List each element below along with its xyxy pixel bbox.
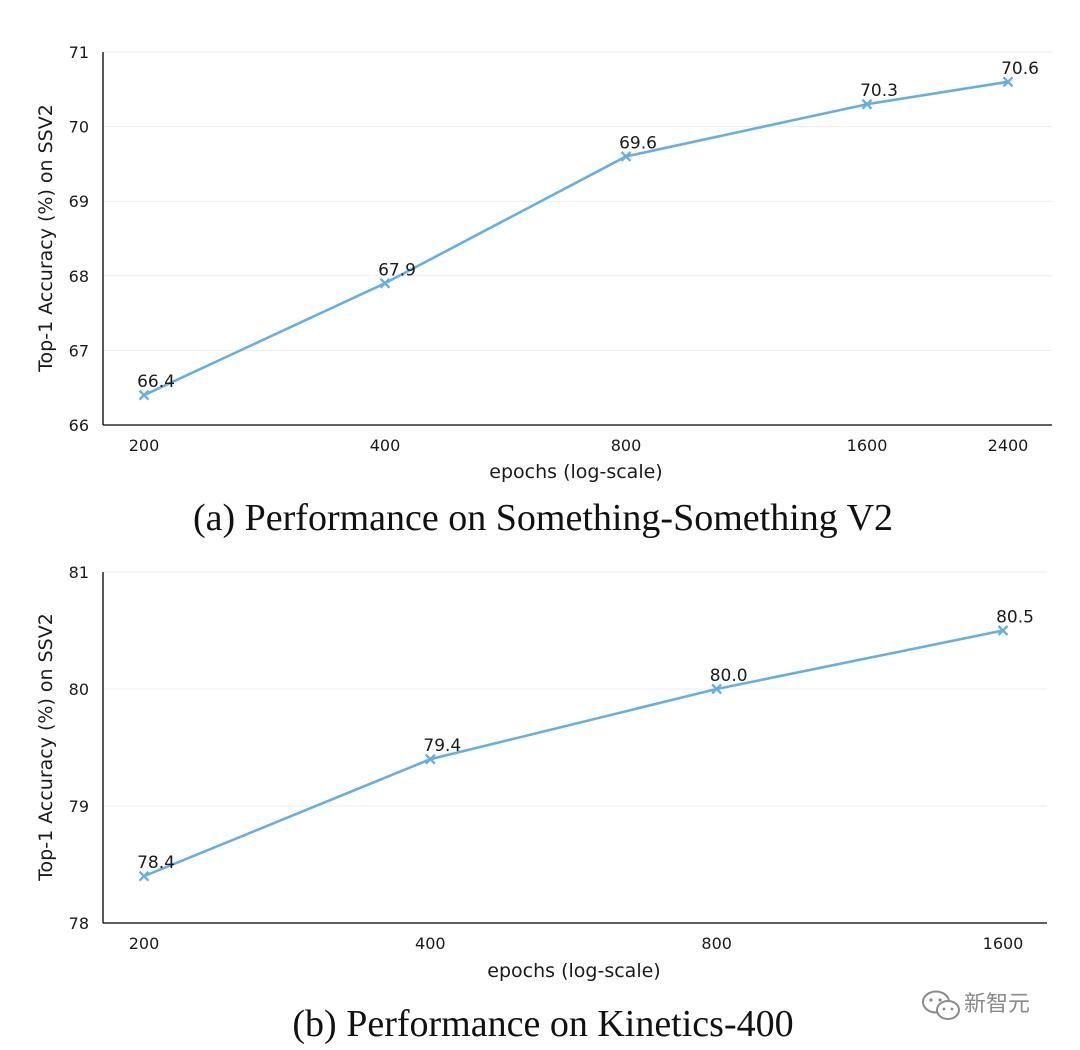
chart-ssv2-y-tick-label: 69 bbox=[69, 192, 89, 211]
chart-kinetics-data-label: 78.4 bbox=[137, 853, 175, 873]
chart-ssv2-x-axis-label: epochs (log-scale) bbox=[489, 461, 662, 483]
chart-ssv2-y-tick-label: 67 bbox=[69, 341, 89, 360]
chart-ssv2-y-ticks: 66 67 68 69 70 71 bbox=[69, 43, 89, 435]
chart-ssv2-y-tick-label: 66 bbox=[69, 416, 89, 435]
chart-kinetics-data-labels: 78.4 79.4 80.0 80.5 bbox=[137, 608, 1034, 874]
chart-kinetics-y-tick-label: 79 bbox=[69, 797, 89, 816]
chart-ssv2-y-axis-label: Top-1 Accuracy (%) on SSV2 bbox=[35, 104, 57, 373]
chart-kinetics-point-marker bbox=[138, 870, 150, 882]
chart-kinetics-x-axis-label: epochs (log-scale) bbox=[487, 960, 660, 982]
watermark: 新智元 bbox=[922, 990, 1030, 1020]
chart-kinetics-y-axis-label: Top-1 Accuracy (%) on SSV2 bbox=[35, 613, 57, 882]
chart-ssv2-point-marker bbox=[620, 151, 632, 162]
chart-ssv2-y-tick-label: 70 bbox=[69, 118, 89, 137]
chart-ssv2-x-tick-label: 2400 bbox=[988, 436, 1029, 455]
chart-kinetics-data-label: 80.0 bbox=[710, 666, 748, 686]
chart-ssv2-point-marker bbox=[861, 98, 873, 110]
chart-kinetics-point-marker bbox=[424, 753, 436, 765]
chart-kinetics-series-line bbox=[143, 629, 1004, 878]
chart-kinetics-x-tick-label: 800 bbox=[701, 934, 732, 953]
chart-kinetics-x-ticks: 200 400 800 1600 bbox=[129, 934, 1024, 953]
chart-kinetics-axes bbox=[102, 572, 1047, 924]
chart-kinetics-y-ticks: 78 79 80 81 bbox=[69, 563, 89, 933]
chart-ssv2-y-tick-label: 68 bbox=[69, 267, 89, 286]
chart-ssv2-y-tick-label: 71 bbox=[69, 43, 89, 62]
chart-ssv2-data-label: 67.9 bbox=[378, 260, 416, 280]
chart-kinetics-x-tick-label: 200 bbox=[129, 934, 160, 953]
chart-ssv2-data-label: 70.6 bbox=[1001, 59, 1039, 79]
chart-ssv2-point-marker bbox=[138, 389, 150, 401]
chart-kinetics-y-tick-label: 81 bbox=[69, 563, 89, 582]
chart-ssv2-data-labels: 66.4 67.9 69.6 70.3 70.6 bbox=[137, 59, 1039, 392]
chart-kinetics-series bbox=[138, 625, 1009, 882]
chart-ssv2-point-marker bbox=[1002, 76, 1014, 88]
chart-ssv2-x-tick-label: 200 bbox=[129, 436, 160, 455]
chart-ssv2-data-label: 70.3 bbox=[860, 81, 898, 101]
chart-kinetics-data-label: 80.5 bbox=[996, 608, 1034, 628]
chart-kinetics-y-tick-label: 78 bbox=[69, 914, 89, 933]
chart-kinetics-y-tick-label: 80 bbox=[69, 680, 89, 699]
chart-ssv2-x-tick-label: 1600 bbox=[847, 436, 888, 455]
chart-kinetics-x-tick-label: 1600 bbox=[983, 934, 1024, 953]
chart-ssv2-data-label: 66.4 bbox=[137, 372, 175, 392]
chart-ssv2-point-marker bbox=[379, 277, 391, 289]
watermark-text: 新智元 bbox=[964, 992, 1030, 1017]
chart-kinetics-grid bbox=[103, 571, 1047, 807]
chart-kinetics-x-tick-label: 400 bbox=[415, 934, 446, 953]
chart-ssv2-x-tick-label: 800 bbox=[611, 436, 642, 455]
chart-kinetics-caption: (b) Performance on Kinetics-400 bbox=[292, 1003, 793, 1045]
chart-ssv2-x-tick-label: 400 bbox=[370, 436, 401, 455]
wechat-icon bbox=[922, 990, 960, 1020]
chart-kinetics-point-marker bbox=[997, 625, 1009, 636]
chart-ssv2-x-ticks: 200 400 800 1600 2400 bbox=[129, 436, 1029, 455]
chart-ssv2-series-line bbox=[143, 80, 1009, 397]
chart-ssv2-grid bbox=[103, 51, 1052, 351]
chart-ssv2-series bbox=[138, 76, 1014, 401]
chart-ssv2-caption: (a) Performance on Something-Something V… bbox=[193, 497, 893, 539]
chart-ssv2-data-label: 69.6 bbox=[619, 133, 657, 153]
chart-kinetics-point-marker bbox=[711, 683, 723, 695]
chart-ssv2-axes bbox=[102, 52, 1052, 426]
chart-kinetics-data-label: 79.4 bbox=[423, 736, 461, 756]
